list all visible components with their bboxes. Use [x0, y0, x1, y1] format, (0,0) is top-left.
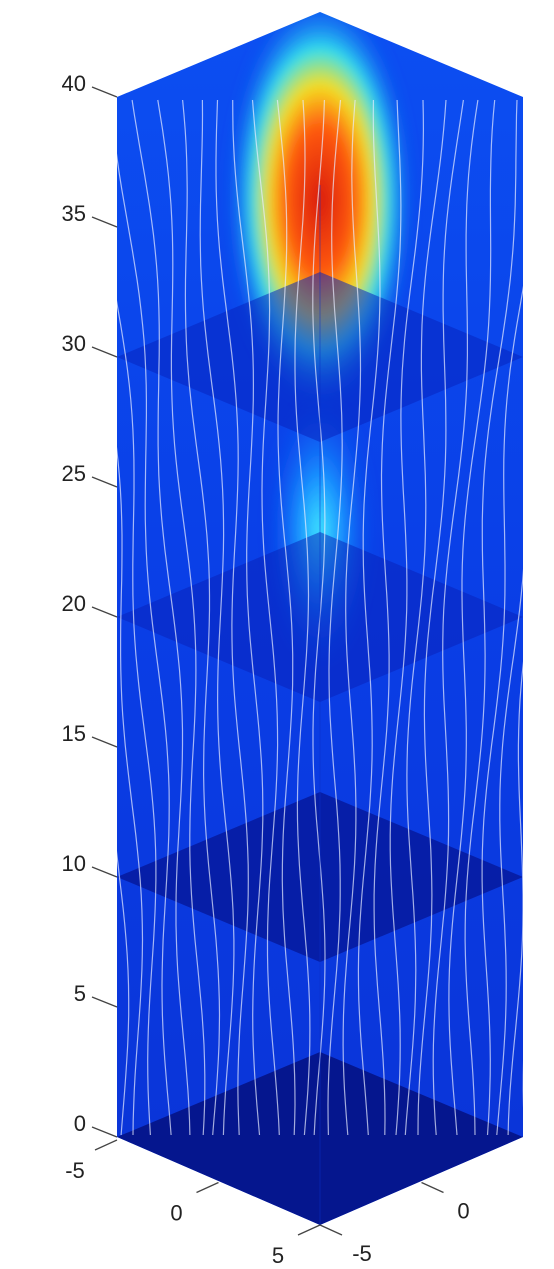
- z-tick-label: 15: [62, 721, 86, 746]
- z-tick-label: 10: [62, 851, 86, 876]
- y-tick: [320, 1225, 342, 1235]
- z-tick: [92, 1127, 117, 1137]
- x-tick-label: 5: [272, 1243, 284, 1268]
- x-tick: [197, 1183, 219, 1193]
- y-tick-label: -5: [352, 1241, 372, 1266]
- volume: [62, 0, 554, 1240]
- z-tick: [92, 607, 117, 617]
- x-tick: [298, 1225, 320, 1235]
- z-tick-label: 0: [74, 1111, 86, 1136]
- x-tick: [95, 1140, 117, 1150]
- z-tick-label: 25: [62, 461, 86, 486]
- streamline: [523, 100, 554, 1135]
- z-tick-label: 30: [62, 331, 86, 356]
- chart: 0 5 10 15 20 25 30 35 40 -5 0 5 -5 0: [0, 0, 554, 1269]
- y-tick-label: 0: [457, 1198, 469, 1223]
- z-tick: [92, 477, 117, 487]
- z-tick: [92, 867, 117, 877]
- z-tick: [92, 217, 117, 227]
- x-tick-label: 0: [170, 1200, 182, 1225]
- z-tick: [92, 997, 117, 1007]
- x-tick-label: -5: [65, 1158, 85, 1183]
- y-tick: [422, 1183, 444, 1193]
- z-tick: [92, 347, 117, 357]
- z-tick-label: 5: [74, 981, 86, 1006]
- z-tick-label: 35: [62, 201, 86, 226]
- z-tick-label: 20: [62, 591, 86, 616]
- z-tick: [92, 737, 117, 747]
- z-tick: [92, 87, 117, 97]
- z-tick-label: 40: [62, 71, 86, 96]
